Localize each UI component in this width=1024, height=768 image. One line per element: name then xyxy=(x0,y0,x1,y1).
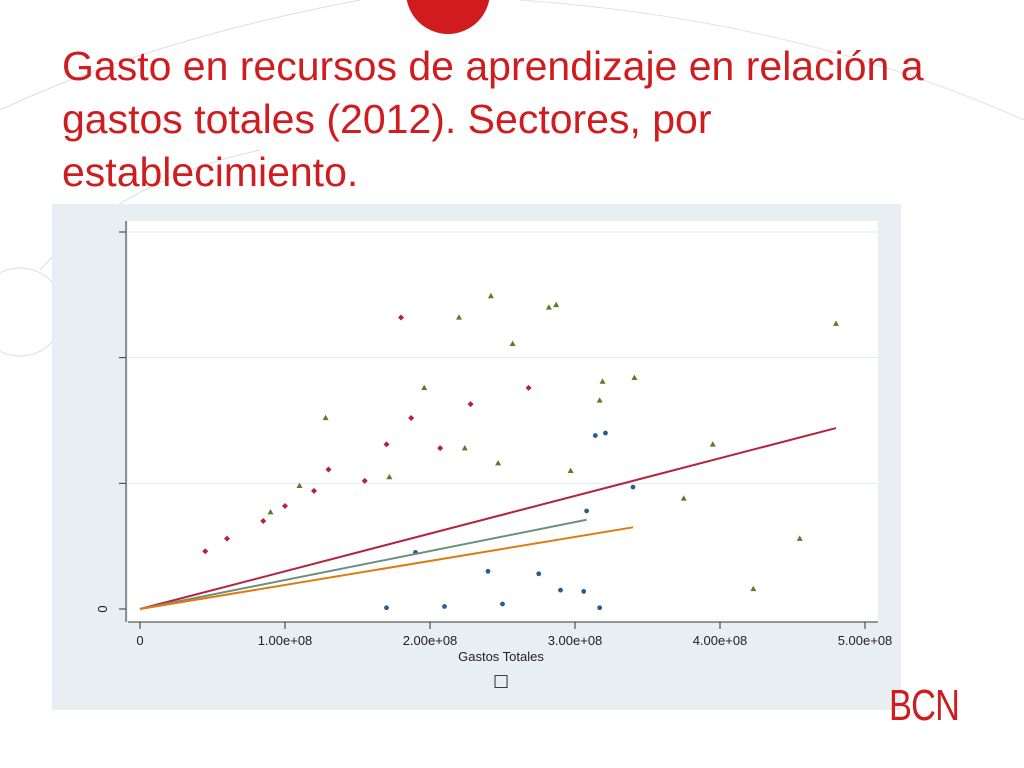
data-point xyxy=(500,601,505,607)
slide-title: Gasto en recursos de aprendizaje en rela… xyxy=(62,43,924,195)
fit-line xyxy=(139,427,837,610)
data-point xyxy=(597,605,603,611)
data-points xyxy=(202,292,839,611)
data-point xyxy=(796,535,803,541)
grid-lines xyxy=(128,231,878,484)
scatter-chart: 0 1.00e+08 2.00e+08 3.00e+08 4.00e+08 5.00e+0… xyxy=(95,221,892,691)
data-point xyxy=(833,320,839,326)
data-point xyxy=(398,314,404,321)
data-point xyxy=(558,587,563,593)
data-point xyxy=(311,487,317,494)
data-point xyxy=(361,477,368,484)
fit-lines xyxy=(139,427,837,610)
x-tick-label: 4.00e+08 xyxy=(693,633,748,648)
plot-area xyxy=(128,221,878,622)
data-point xyxy=(282,502,288,509)
x-tick-label: 0 xyxy=(136,633,143,648)
data-point xyxy=(224,535,230,542)
data-point xyxy=(202,548,209,555)
data-point xyxy=(509,340,516,347)
axes xyxy=(119,221,878,629)
data-point xyxy=(325,466,332,473)
data-point xyxy=(267,509,274,515)
fit-line xyxy=(139,526,634,610)
data-point xyxy=(421,384,428,391)
data-point xyxy=(553,301,560,308)
x-tick-label: 2.00e+08 xyxy=(403,633,458,648)
data-point xyxy=(631,374,638,380)
x-tick-label: 1.00e+08 xyxy=(258,633,313,648)
data-point xyxy=(599,378,606,384)
data-point xyxy=(545,304,552,310)
data-point xyxy=(456,314,462,320)
data-point xyxy=(383,441,390,448)
data-point xyxy=(260,518,267,525)
fit-line xyxy=(139,518,587,610)
data-point xyxy=(384,605,389,611)
data-point xyxy=(461,444,468,451)
data-point xyxy=(442,604,447,609)
data-point xyxy=(495,460,502,466)
data-point xyxy=(386,473,393,480)
data-point xyxy=(437,445,444,452)
data-point xyxy=(581,589,587,594)
data-point xyxy=(408,414,415,421)
data-point xyxy=(750,585,757,592)
data-point xyxy=(567,467,574,473)
x-tick-label: 5.00e+08 xyxy=(838,633,893,648)
y-tick-labels: 0 xyxy=(95,605,110,612)
chart-panel: 0 1.00e+08 2.00e+08 3.00e+08 4.00e+08 5.00e+0… xyxy=(52,204,901,710)
x-tick-labels: 0 1.00e+08 2.00e+08 3.00e+08 4.00e+08 5.00e+0… xyxy=(136,633,892,648)
data-point xyxy=(584,508,589,514)
y-tick-label: 0 xyxy=(95,605,110,612)
data-point xyxy=(487,292,494,299)
decorative-arc xyxy=(519,0,1024,121)
data-point xyxy=(485,568,491,574)
data-point xyxy=(596,397,603,403)
legend-symbol: □ xyxy=(493,671,509,691)
data-point xyxy=(709,441,716,447)
x-axis-label: Gastos Totales xyxy=(458,649,544,664)
decorative-arc xyxy=(0,0,361,111)
data-point xyxy=(322,414,329,421)
x-tick-label: 3.00e+08 xyxy=(548,633,603,648)
data-point xyxy=(603,430,608,436)
data-point xyxy=(296,482,303,489)
data-point xyxy=(630,484,636,490)
red-dot-decoration xyxy=(406,0,490,34)
data-point xyxy=(467,401,474,408)
data-point xyxy=(536,571,542,577)
data-point xyxy=(680,495,687,501)
data-point xyxy=(525,384,532,391)
data-point xyxy=(592,433,598,438)
bcn-logo: BCN xyxy=(889,681,960,730)
